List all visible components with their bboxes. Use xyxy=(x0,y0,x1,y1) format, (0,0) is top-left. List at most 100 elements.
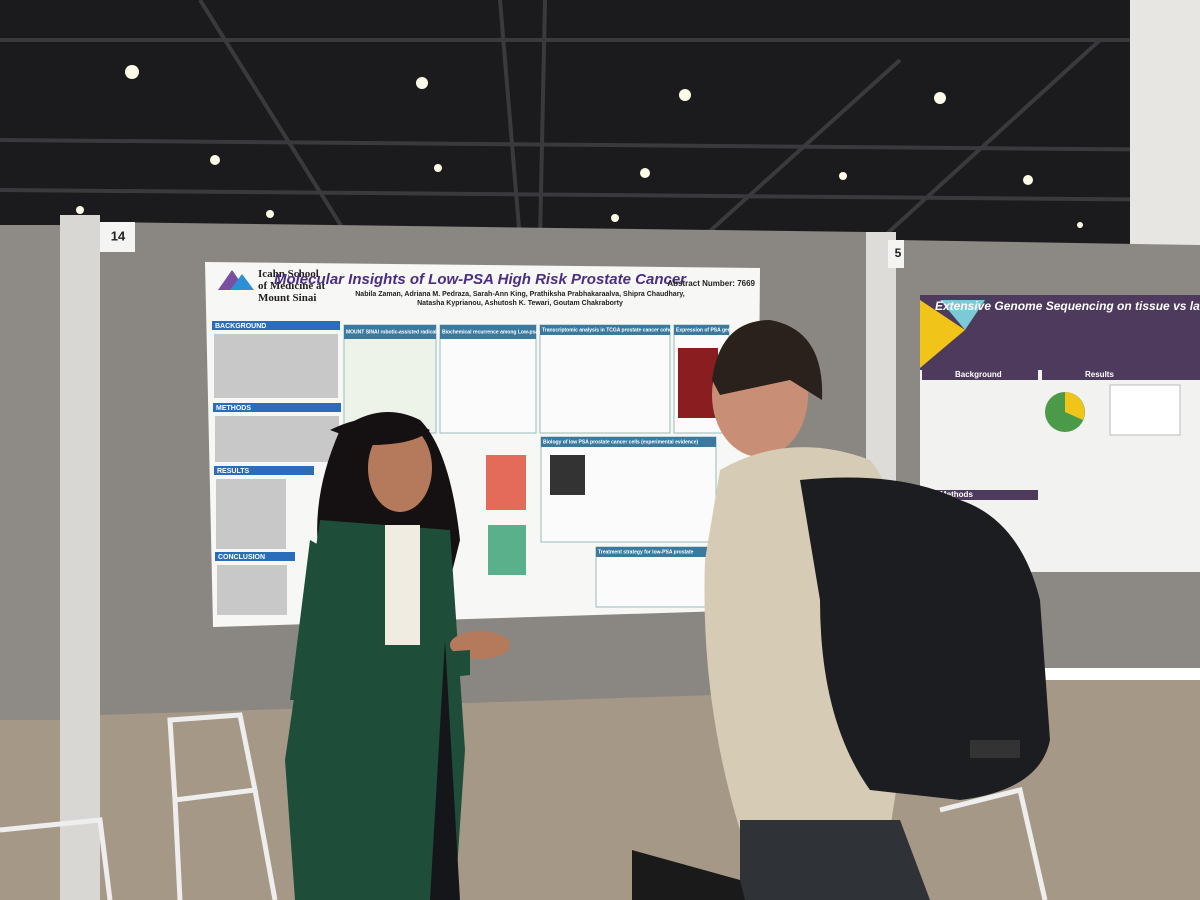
shape xyxy=(1065,392,1085,420)
logo-text: Icahn School of Medicine at Mount Sinai xyxy=(258,268,326,304)
ceiling-lights xyxy=(76,65,1083,228)
shape xyxy=(611,214,619,222)
shape xyxy=(430,640,460,900)
shape xyxy=(698,58,902,242)
poster-title: Extensive Genome Sequencing on tissue vs… xyxy=(935,299,1200,313)
shape xyxy=(0,817,113,900)
bar-plot xyxy=(486,455,526,510)
booth-card xyxy=(888,240,904,268)
shape xyxy=(214,334,338,398)
blot xyxy=(550,455,585,495)
section-heading: Methods xyxy=(940,490,973,499)
shape xyxy=(596,547,716,557)
poster-sections: BACKGROUND METHODS RESULTS CONCLUSION xyxy=(212,321,341,561)
shape xyxy=(541,437,716,447)
shape xyxy=(970,740,1020,758)
shape xyxy=(344,325,436,339)
shape xyxy=(674,325,729,335)
panel xyxy=(539,324,671,434)
shape xyxy=(878,38,1102,242)
shape xyxy=(368,424,432,512)
panel-heading: Expression of PSA gene xyxy=(676,327,734,333)
poster-graphic xyxy=(920,300,965,368)
section-bar xyxy=(212,321,340,330)
column xyxy=(1130,0,1200,250)
booth-card xyxy=(100,222,135,252)
section-heading: Results xyxy=(1085,370,1114,379)
shape xyxy=(0,138,1200,152)
shape xyxy=(215,416,339,462)
shape xyxy=(172,789,278,900)
shape xyxy=(498,0,522,241)
shape xyxy=(330,650,470,690)
section-bar xyxy=(213,403,341,412)
shape xyxy=(540,325,670,335)
abstract-number: Abstract Number: 7669 xyxy=(667,279,755,288)
section-heading: Background xyxy=(955,370,1002,379)
poster-graphic xyxy=(940,300,985,330)
chair-dark xyxy=(632,850,745,900)
booth-number: 14 xyxy=(111,228,126,243)
panel-heading: Biochemical recurrence among Low-psa (<2… xyxy=(442,329,592,335)
panel-heading: Transcriptomic analysis in TCGA prostate… xyxy=(542,327,676,333)
shape xyxy=(934,92,946,104)
shape xyxy=(922,490,1038,500)
shape xyxy=(216,479,286,549)
panel xyxy=(439,324,537,434)
shape xyxy=(839,172,847,180)
bar-plot xyxy=(488,525,526,575)
section-heading: RESULTS xyxy=(217,468,249,475)
panel-heading: Treatment strategy for low-PSA prostate xyxy=(598,549,694,555)
shape xyxy=(740,820,930,900)
board-post xyxy=(60,215,100,900)
shape xyxy=(434,164,442,172)
chair xyxy=(0,712,1048,900)
ceiling xyxy=(0,0,1200,250)
person-presenter xyxy=(285,412,510,900)
shape xyxy=(1042,370,1200,380)
person-visitor xyxy=(704,320,1050,900)
text-lines xyxy=(214,334,339,615)
shape xyxy=(125,65,139,79)
heatmap xyxy=(678,348,718,418)
shape xyxy=(1109,384,1181,436)
panel-heading: Biology of low PSA prostate cancer cells… xyxy=(543,439,698,445)
shape xyxy=(712,320,823,400)
logo-box: Icahn School of Medicine at Mount Sinai xyxy=(258,268,326,304)
shape xyxy=(210,155,220,165)
shape xyxy=(0,188,1200,202)
authors-box: Nabila Zaman, Adriana M. Pedraza, Sarah-… xyxy=(355,291,685,307)
shape xyxy=(385,525,420,645)
shape xyxy=(1023,175,1033,185)
shape xyxy=(679,89,691,101)
shape xyxy=(198,0,352,242)
shape xyxy=(167,712,258,803)
shape xyxy=(538,0,547,241)
shape xyxy=(922,370,1038,380)
shape xyxy=(640,168,650,178)
panel-heading: MOUNT SINAI robotic-assisted radical pro… xyxy=(346,329,509,335)
section-heading: CONCLUSION xyxy=(218,554,265,561)
backpack xyxy=(800,477,1050,800)
section-bar xyxy=(215,552,295,561)
section-heading: METHODS xyxy=(216,405,251,412)
shape xyxy=(440,325,536,339)
shape xyxy=(76,206,84,214)
shape xyxy=(330,417,430,445)
panel-headings: MOUNT SINAI robotic-assisted radical pro… xyxy=(344,325,734,557)
authors: Nabila Zaman, Adriana M. Pedraza, Sarah-… xyxy=(355,291,685,307)
shape xyxy=(266,210,274,218)
shape xyxy=(217,565,287,615)
truss xyxy=(0,0,1200,242)
logo-mark xyxy=(230,274,254,290)
poster-title: Molecular Insights of Low-PSA High Risk … xyxy=(274,271,687,288)
shape xyxy=(416,77,428,89)
booth-number: 5 xyxy=(895,246,902,260)
section-bar xyxy=(214,466,314,475)
shape xyxy=(939,786,1048,900)
shape xyxy=(1077,222,1083,228)
section-heading: BACKGROUND xyxy=(215,323,266,330)
figure-panels xyxy=(343,324,730,608)
